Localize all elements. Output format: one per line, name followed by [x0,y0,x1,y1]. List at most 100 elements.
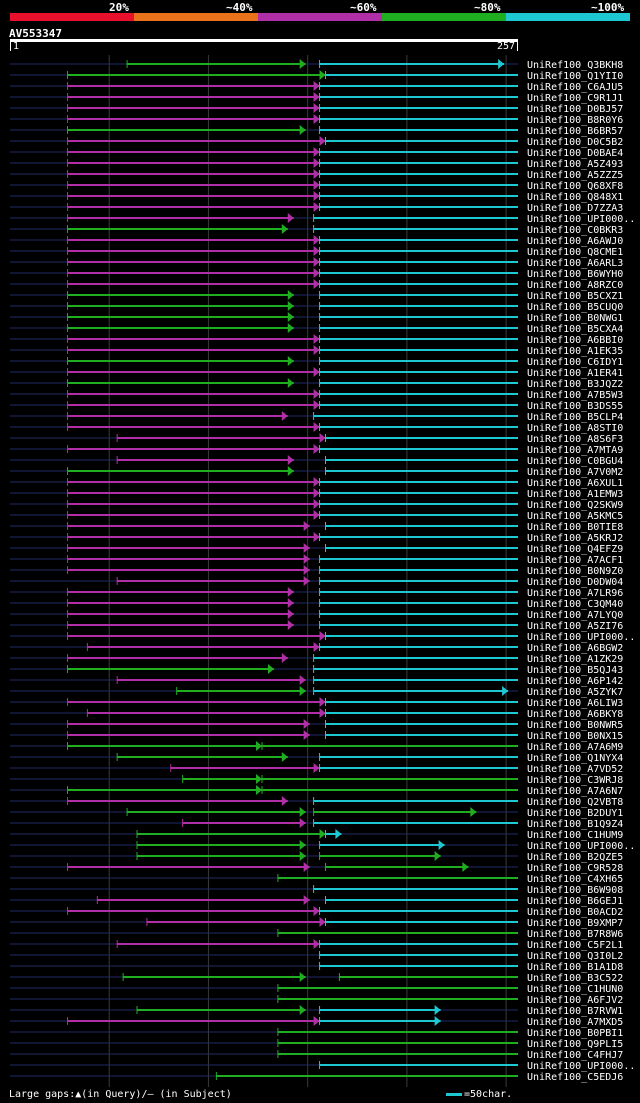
hit-label[interactable]: UniRef100_C6AJU5 [527,82,623,93]
hit-label[interactable]: UniRef100_A7MTA9 [527,445,623,456]
hit-label[interactable]: UniRef100_A1ER41 [527,368,623,379]
hit-label[interactable]: UniRef100_A5KMC5 [527,511,623,522]
hit-label[interactable]: UniRef100_B0TIE8 [527,522,623,533]
hit-label[interactable]: UniRef100_B5CLP4 [527,412,623,423]
hit-label[interactable]: UniRef100_B2QZE5 [527,852,623,863]
hit-label[interactable]: UniRef100_Q1YII0 [527,71,623,82]
hit-label[interactable]: UniRef100_A5KRJ2 [527,533,623,544]
hit-label[interactable]: UniRef100_B0NWR5 [527,720,623,731]
hit-label[interactable]: UniRef100_B2DUY1 [527,808,623,819]
hit-label[interactable]: UniRef100_Q2SKW9 [527,500,623,511]
hit-label[interactable]: UniRef100_B7RVW1 [527,1006,623,1017]
hit-label[interactable]: UniRef100_A8S6F3 [527,434,623,445]
hit-label[interactable]: UniRef100_A1ZK29 [527,654,623,665]
hsp-end-arrow [303,565,310,575]
hit-label[interactable]: UniRef100_A7V0M2 [527,467,623,478]
hsp-end-arrow [299,675,306,685]
hit-label[interactable]: UniRef100_A6AWJ0 [527,236,623,247]
hit-label[interactable]: UniRef100_A7LYQ0 [527,610,623,621]
hit-label[interactable]: UniRef100_B0NX15 [527,731,623,742]
hit-label[interactable]: UniRef100_B6GEJ1 [527,896,623,907]
hit-label[interactable]: UniRef100_A7A6N7 [527,786,623,797]
hit-label[interactable]: UniRef100_A8RZC0 [527,280,623,291]
hit-label[interactable]: UniRef100_B9XMP7 [527,918,623,929]
hit-label[interactable]: UniRef100_A8STI0 [527,423,623,434]
hsp-end-arrow [299,818,306,828]
hit-label[interactable]: UniRef100_A6BKY8 [527,709,623,720]
hit-label[interactable]: UniRef100_B5CXZ1 [527,291,623,302]
hit-label[interactable]: UniRef100_A7B5W3 [527,390,623,401]
hit-label[interactable]: UniRef100_Q68XF8 [527,181,623,192]
hit-label[interactable]: UniRef100_A6ARL3 [527,258,623,269]
hit-label[interactable]: UniRef100_D0BAE4 [527,148,623,159]
hit-label[interactable]: UniRef100_A1EMW3 [527,489,623,500]
hit-label[interactable]: UniRef100_Q2VBT8 [527,797,623,808]
hit-label[interactable]: UniRef100_UPI000.. [527,214,635,225]
hit-label[interactable]: UniRef100_A6XUL1 [527,478,623,489]
hit-label[interactable]: UniRef100_A5Z493 [527,159,623,170]
hit-label[interactable]: UniRef100_A6FJV2 [527,995,623,1006]
hit-label[interactable]: UniRef100_B6BR57 [527,126,623,137]
hit-label[interactable]: UniRef100_C9R528 [527,863,623,874]
hit-label[interactable]: UniRef100_A6LIW3 [527,698,623,709]
hsp-end-arrow [313,235,320,245]
hsp-end-arrow [313,257,320,267]
hit-label[interactable]: UniRef100_B3C522 [527,973,623,984]
hit-label[interactable]: UniRef100_UPI000.. [527,1061,635,1072]
hit-label[interactable]: UniRef100_B1A1D8 [527,962,623,973]
hit-label[interactable]: UniRef100_Q4EFZ9 [527,544,623,555]
hit-label[interactable]: UniRef100_B0ACD2 [527,907,623,918]
hit-label[interactable]: UniRef100_Q3BKH8 [527,60,623,71]
hit-label[interactable]: UniRef100_B0NWG1 [527,313,623,324]
hit-label[interactable]: UniRef100_C0BKR3 [527,225,623,236]
hit-label[interactable]: UniRef100_B5CXA4 [527,324,623,335]
hit-label[interactable]: UniRef100_A7MXD5 [527,1017,623,1028]
hit-label[interactable]: UniRef100_A6BBI0 [527,335,623,346]
hit-label[interactable]: UniRef100_A7LR96 [527,588,623,599]
hit-label[interactable]: UniRef100_A6BGW2 [527,643,623,654]
hit-label[interactable]: UniRef100_C1HUM9 [527,830,623,841]
hit-label[interactable]: UniRef100_B5QJ43 [527,665,623,676]
hsp-end-arrow [313,147,320,157]
hit-label[interactable]: UniRef100_C1HUN0 [527,984,623,995]
hit-label[interactable]: UniRef100_A7ACF1 [527,555,623,566]
hit-label[interactable]: UniRef100_A1EK35 [527,346,623,357]
hit-label[interactable]: UniRef100_C3WRJ8 [527,775,623,786]
hit-label[interactable]: UniRef100_UPI000.. [527,632,635,643]
hit-label[interactable]: UniRef100_D7ZZA3 [527,203,623,214]
hit-label[interactable]: UniRef100_A5ZYK7 [527,687,623,698]
hit-label[interactable]: UniRef100_B7R8W6 [527,929,623,940]
hit-label[interactable]: UniRef100_A5ZI76 [527,621,623,632]
hit-label[interactable]: UniRef100_C3QM40 [527,599,623,610]
hit-label[interactable]: UniRef100_C4FHJ7 [527,1050,623,1061]
hit-label[interactable]: UniRef100_A7VD52 [527,764,623,775]
hsp-end-arrow [313,202,320,212]
hit-label[interactable]: UniRef100_C4XH65 [527,874,623,885]
hit-label[interactable]: UniRef100_A6P142 [527,676,623,687]
hit-label[interactable]: UniRef100_C0BGU4 [527,456,623,467]
hit-label[interactable]: UniRef100_B0PBI1 [527,1028,623,1039]
hit-label[interactable]: UniRef100_B5CUQ0 [527,302,623,313]
hit-label[interactable]: UniRef100_Q1NYX4 [527,753,623,764]
hit-label[interactable]: UniRef100_B8R0Y6 [527,115,623,126]
hit-label[interactable]: UniRef100_B0N9Z0 [527,566,623,577]
hit-label[interactable]: UniRef100_UPI000.. [527,841,635,852]
hit-label[interactable]: UniRef100_Q3I0L2 [527,951,623,962]
hit-label[interactable]: UniRef100_B3JQZ2 [527,379,623,390]
hit-label[interactable]: UniRef100_C5EDJ6 [527,1072,623,1083]
hit-label[interactable]: UniRef100_C5F2L1 [527,940,623,951]
hit-label[interactable]: UniRef100_Q9PLI5 [527,1039,623,1050]
hit-label[interactable]: UniRef100_Q8CME1 [527,247,623,258]
hit-label[interactable]: UniRef100_A7A6M9 [527,742,623,753]
hit-label[interactable]: UniRef100_B3DS55 [527,401,623,412]
hit-label[interactable]: UniRef100_B6WYH0 [527,269,623,280]
hit-label[interactable]: UniRef100_Q848X1 [527,192,623,203]
hit-label[interactable]: UniRef100_D0DW04 [527,577,623,588]
hit-label[interactable]: UniRef100_D0BJ57 [527,104,623,115]
hit-label[interactable]: UniRef100_B6W908 [527,885,623,896]
hit-label[interactable]: UniRef100_C6IDY1 [527,357,623,368]
hit-label[interactable]: UniRef100_C9R1J1 [527,93,623,104]
hit-label[interactable]: UniRef100_B1Q9Z4 [527,819,623,830]
hit-label[interactable]: UniRef100_A5ZZZ5 [527,170,623,181]
hit-label[interactable]: UniRef100_D0C5B2 [527,137,623,148]
